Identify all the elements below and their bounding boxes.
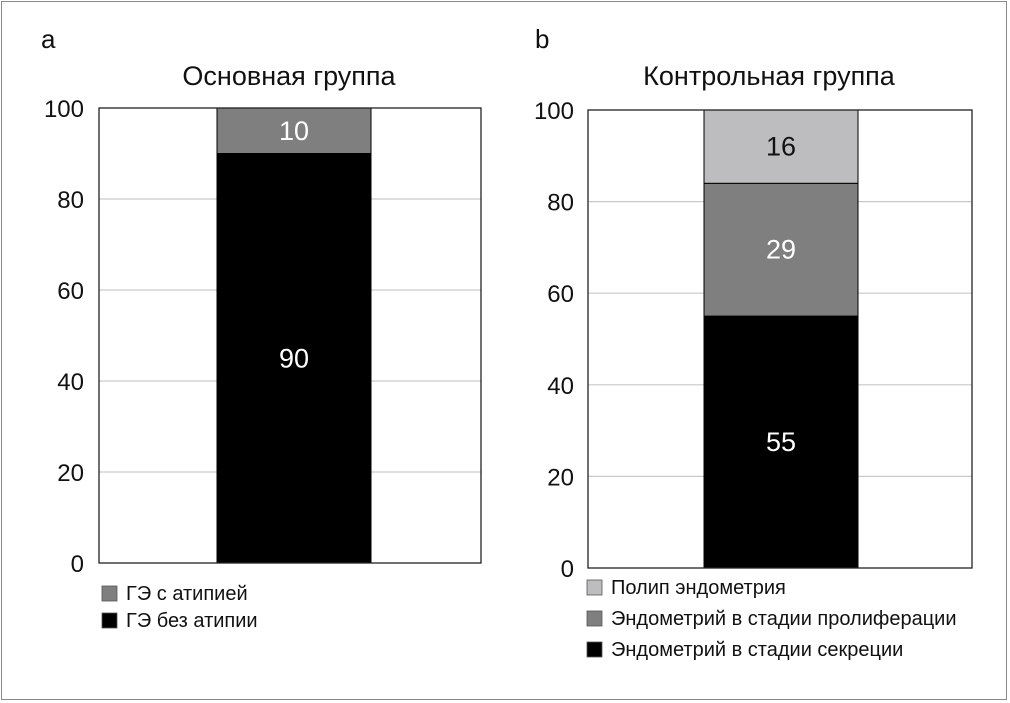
- legend-swatch: [101, 612, 118, 629]
- data-label: 55: [766, 427, 796, 457]
- y-tick-label: 60: [547, 281, 574, 308]
- y-tick-label: 40: [57, 369, 84, 396]
- plot-border: [98, 107, 482, 564]
- plot-border: [587, 109, 973, 569]
- y-tick-label: 100: [44, 96, 84, 123]
- data-label: 90: [279, 343, 309, 373]
- chart-title: Основная группа: [182, 61, 396, 91]
- panel-letter-a: a: [41, 24, 56, 54]
- y-tick-label: 20: [57, 460, 84, 487]
- legend-label: ГЭ без атипии: [126, 610, 258, 632]
- legend-swatch: [101, 585, 118, 602]
- y-tick-label: 0: [561, 556, 574, 583]
- data-label: 16: [766, 132, 796, 162]
- bar-segment: [703, 182, 859, 317]
- y-tick-label: 40: [547, 373, 574, 400]
- panel-letter-b: b: [535, 24, 549, 54]
- y-tick-label: 20: [547, 464, 574, 491]
- legend-swatch: [586, 610, 603, 627]
- data-label: 10: [279, 116, 309, 146]
- legend-label: Эндометрий в стадии пролиферации: [611, 608, 957, 630]
- chart-title: Контрольная группа: [643, 61, 896, 91]
- legend-swatch: [586, 641, 603, 658]
- legend-label: Полип эндометрия: [611, 577, 786, 599]
- y-tick-label: 60: [57, 278, 84, 305]
- y-tick-label: 0: [71, 551, 84, 578]
- legend-label: Эндометрий в стадии секреции: [611, 639, 903, 661]
- bar-segment: [216, 107, 372, 154]
- y-tick-label: 100: [534, 98, 574, 125]
- bar-segment: [703, 315, 859, 569]
- legend-swatch: [586, 579, 603, 596]
- y-tick-label: 80: [57, 187, 84, 214]
- data-label: 29: [766, 235, 796, 265]
- y-tick-label: 80: [547, 190, 574, 217]
- legend-label: ГЭ с атипией: [126, 583, 248, 605]
